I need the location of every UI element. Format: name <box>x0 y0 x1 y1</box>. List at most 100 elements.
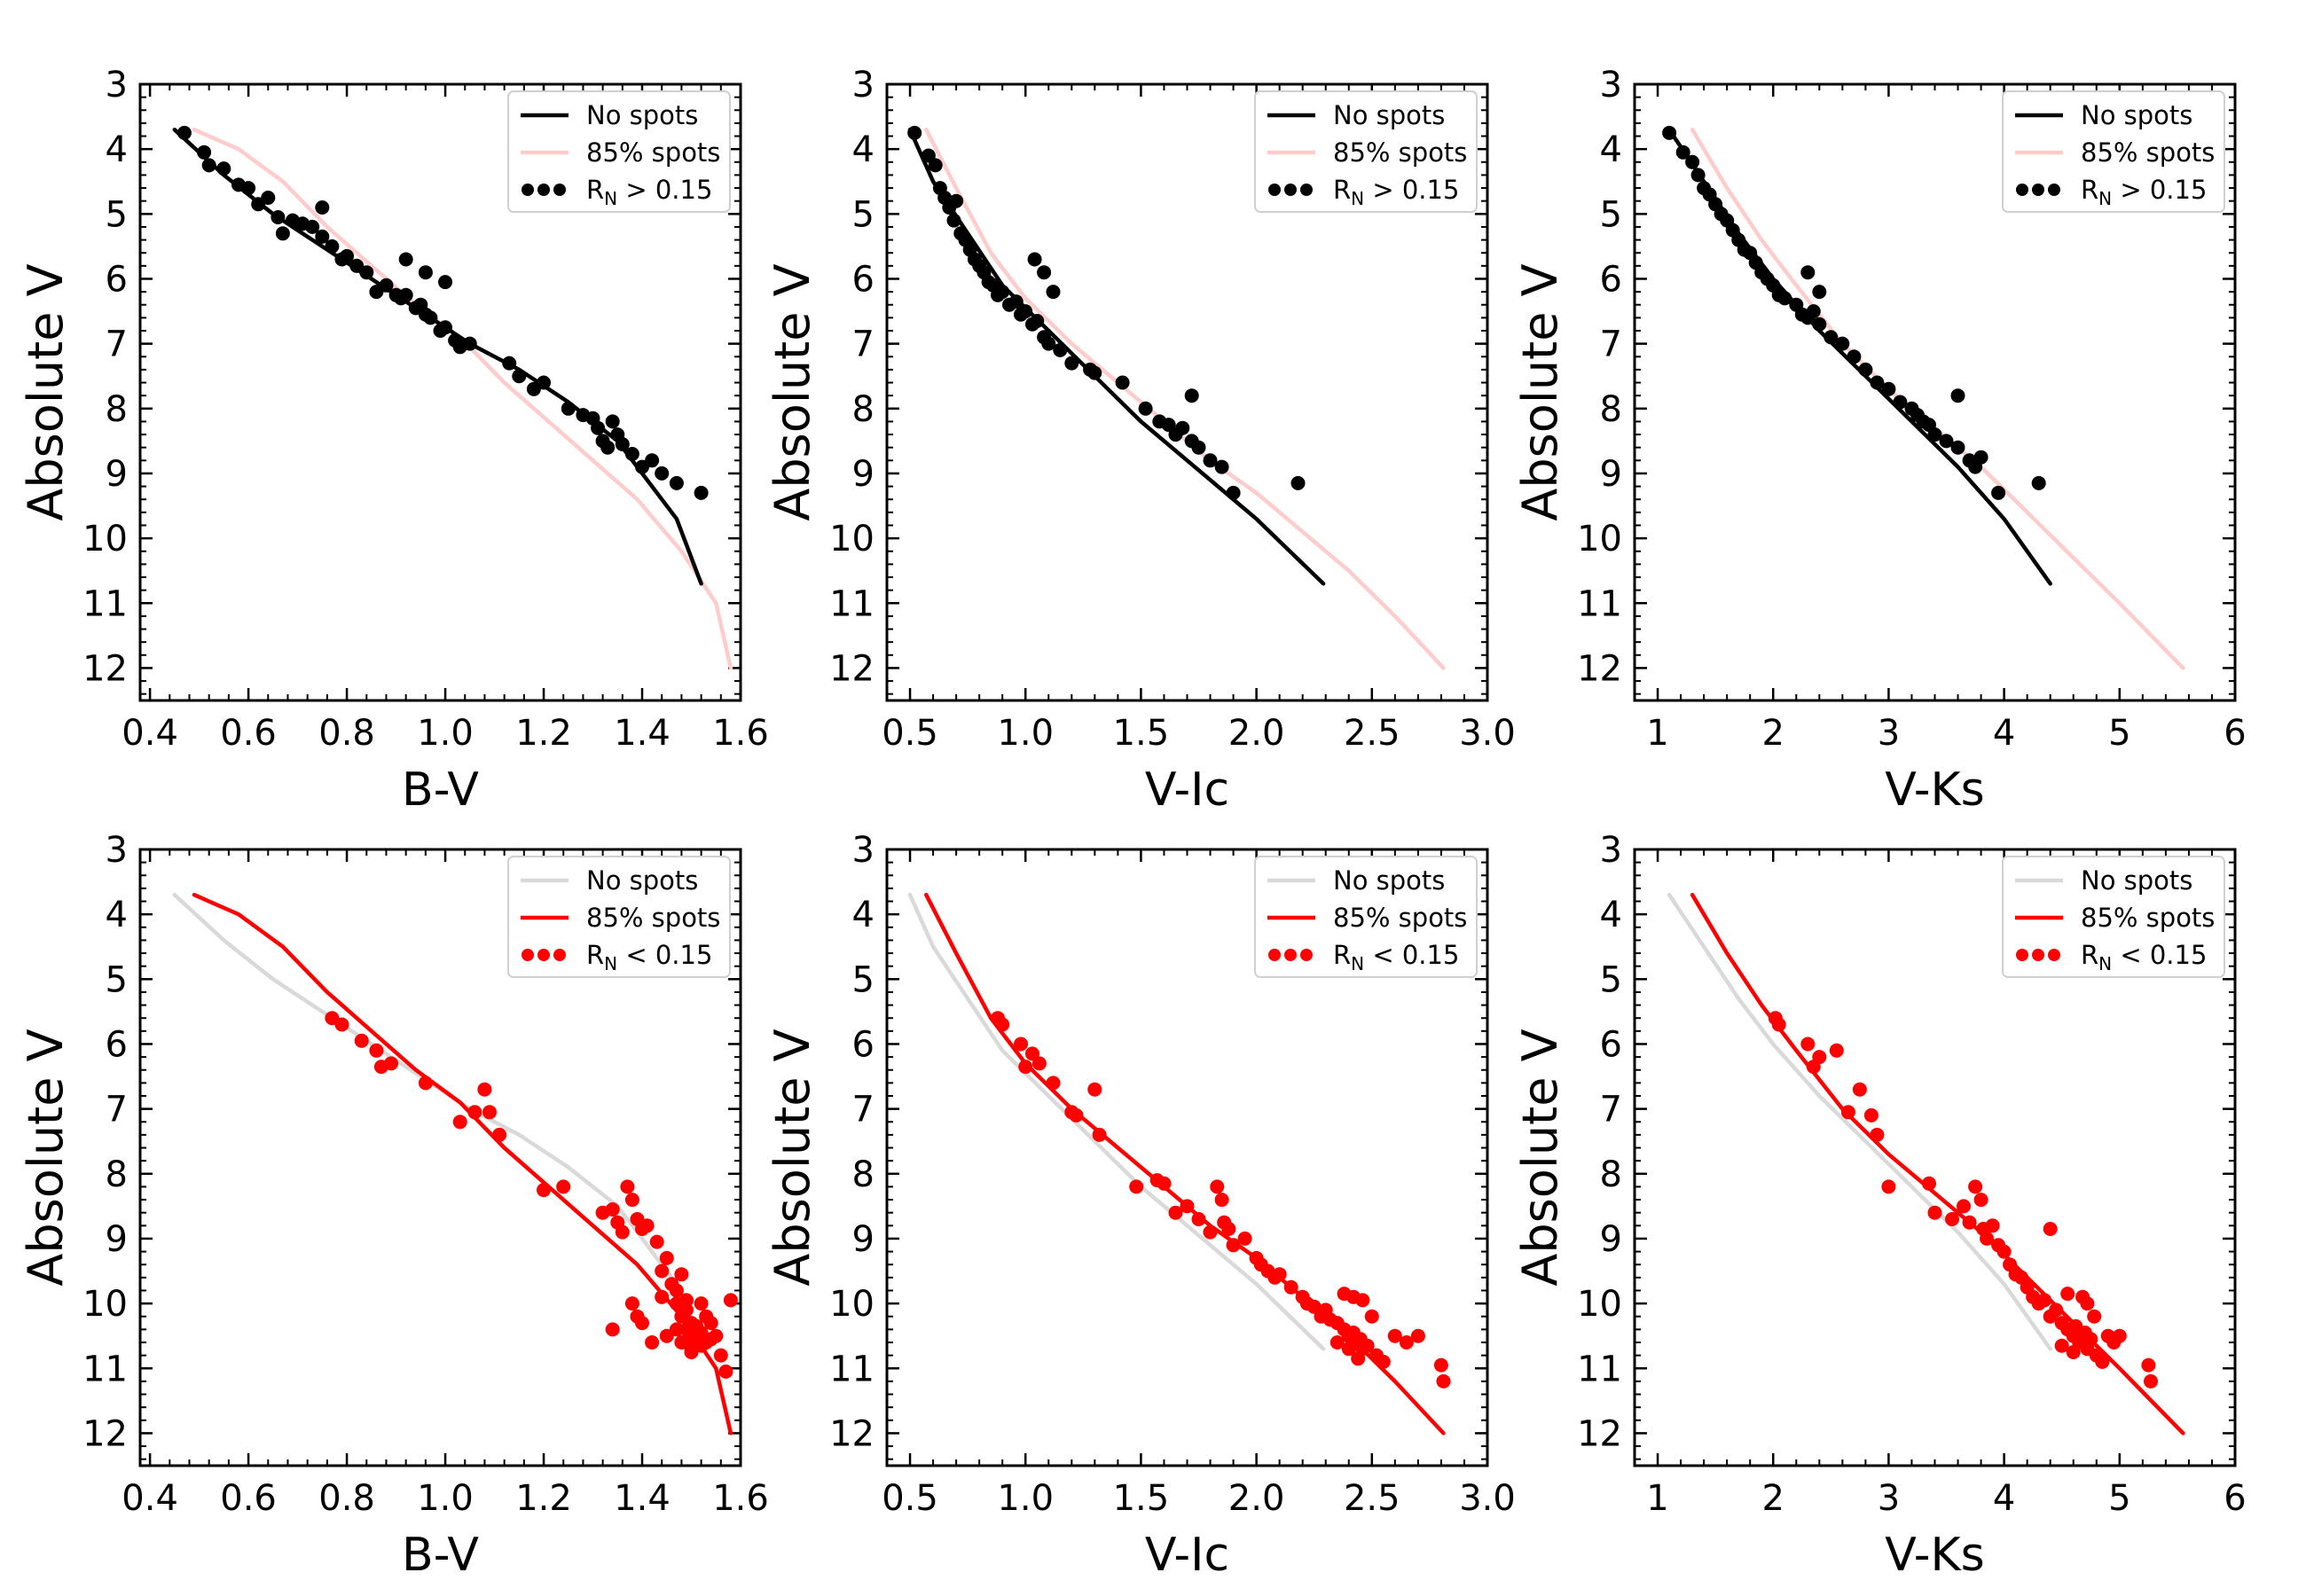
data-point <box>1014 1037 1028 1052</box>
data-point <box>197 145 211 160</box>
data-point <box>2032 476 2046 490</box>
data-point <box>670 476 684 490</box>
data-point <box>1807 304 1821 318</box>
x-tick-label: 6 <box>2224 713 2246 754</box>
data-point <box>1411 1329 1425 1343</box>
legend-marker-swatch <box>553 184 566 196</box>
y-tick-label: 4 <box>852 895 875 935</box>
panel-top-vi: 34567891011120.5 1.0 1.5 2.0 2.5 3.0V-IcAbsol… <box>765 65 1516 817</box>
data-point <box>537 376 551 390</box>
y-tick-label: 11 <box>829 583 875 624</box>
data-point <box>369 1044 383 1058</box>
data-point <box>423 310 437 325</box>
y-tick-label: 4 <box>106 895 128 935</box>
y-axis-label: Absolute V <box>18 1029 74 1286</box>
data-point <box>724 1293 738 1307</box>
data-point <box>1691 168 1706 182</box>
x-tick-label: 2 <box>1762 713 1784 754</box>
y-tick-label: 9 <box>106 1219 128 1260</box>
x-tick-label: 3.0 <box>1459 1478 1516 1519</box>
data-point <box>591 421 605 435</box>
y-tick-label: 9 <box>852 1219 875 1260</box>
data-point <box>1800 1037 1815 1052</box>
y-tick-label: 3 <box>852 65 875 106</box>
data-point <box>714 1349 728 1363</box>
data-point <box>2049 1303 2063 1317</box>
x-tick-label: 1 <box>1646 713 1668 754</box>
y-tick-label: 10 <box>829 1284 875 1325</box>
data-point <box>1087 1083 1102 1097</box>
x-tick-label: 0.6 <box>220 1478 277 1519</box>
data-point <box>704 1332 718 1346</box>
y-tick-label: 6 <box>852 259 875 300</box>
x-tick-label: 3 <box>1878 1478 1900 1519</box>
data-point <box>1047 285 1061 299</box>
x-tick-label: 0.8 <box>318 713 375 754</box>
legend: No spots 85% spots RN < 0.15 <box>2003 857 2224 977</box>
y-tick-label: 3 <box>1600 830 1622 871</box>
y-tick-label: 12 <box>829 648 875 689</box>
y-tick-label: 12 <box>82 1413 128 1454</box>
x-tick-label: 0.5 <box>882 713 938 754</box>
y-tick-label: 3 <box>106 65 128 106</box>
y-tick-label: 5 <box>106 194 128 235</box>
panel-bottom-vi: 3 4 5 6 7 8 9 10 11 120.5 1.0 1.5 2.0 2.5 3.0 V-Ic Absol… <box>765 830 1516 1582</box>
legend-marker-swatch <box>2016 949 2028 961</box>
data-point <box>325 239 339 254</box>
data-point <box>399 253 413 267</box>
legend-label: 85% spots <box>586 137 720 168</box>
data-point <box>1064 356 1078 371</box>
legend: No spots85% spotsRN > 0.15 <box>1255 91 1477 212</box>
x-tick-label: 2.5 <box>1344 713 1400 754</box>
data-point <box>1437 1374 1451 1389</box>
data-point <box>1053 343 1067 357</box>
data-point <box>947 214 961 228</box>
y-tick-label: 6 <box>852 1024 875 1065</box>
data-point <box>241 181 255 195</box>
data-point <box>438 275 452 289</box>
y-tick-label: 4 <box>1600 895 1622 935</box>
data-point <box>704 1316 718 1330</box>
data-point <box>1175 421 1189 435</box>
x-tick-label: 0.5 <box>882 1478 938 1519</box>
x-tick-label: 1.6 <box>712 1478 769 1519</box>
data-point <box>1974 450 1988 465</box>
legend-label: 85% spots <box>1333 903 1467 933</box>
data-point <box>216 161 231 176</box>
x-tick-label: 2.5 <box>1344 1478 1400 1519</box>
data-point <box>616 1225 630 1240</box>
data-point <box>1377 1355 1391 1369</box>
data-point <box>1881 382 1895 396</box>
x-axis-label: B-V <box>402 1529 479 1582</box>
data-point <box>606 1202 620 1217</box>
data-point <box>600 441 615 455</box>
legend-marker-swatch <box>1300 184 1313 196</box>
data-point <box>1963 1216 1977 1230</box>
x-tick-label: 1.0 <box>997 713 1054 754</box>
legend-marker-swatch <box>1284 184 1297 196</box>
data-point <box>177 126 192 140</box>
data-point <box>1434 1358 1448 1373</box>
data-point <box>694 486 709 500</box>
data-point <box>645 453 659 467</box>
x-tick-label: 1.4 <box>614 713 671 754</box>
y-tick-label: 8 <box>1600 1154 1622 1195</box>
panel-top-vk: 34567891011121 2 3 4 5 6V-KsAbsolute VNo spot… <box>1512 65 2247 817</box>
y-tick-label: 3 <box>106 830 128 871</box>
data-point <box>1180 1199 1195 1213</box>
data-point <box>1928 1206 1942 1220</box>
data-point <box>537 1183 551 1197</box>
data-point <box>1070 1108 1084 1123</box>
x-tick-label: 0.6 <box>220 713 277 754</box>
legend-marker-swatch <box>522 949 534 961</box>
y-tick-label: 9 <box>1600 1219 1622 1260</box>
x-tick-label: 1.0 <box>997 1478 1054 1519</box>
data-point <box>1215 1193 1229 1207</box>
data-point <box>1812 1050 1826 1064</box>
data-point <box>271 210 285 224</box>
data-point <box>1841 1105 1855 1119</box>
data-point <box>419 265 433 279</box>
data-point <box>660 1251 674 1265</box>
data-point <box>674 1267 688 1281</box>
